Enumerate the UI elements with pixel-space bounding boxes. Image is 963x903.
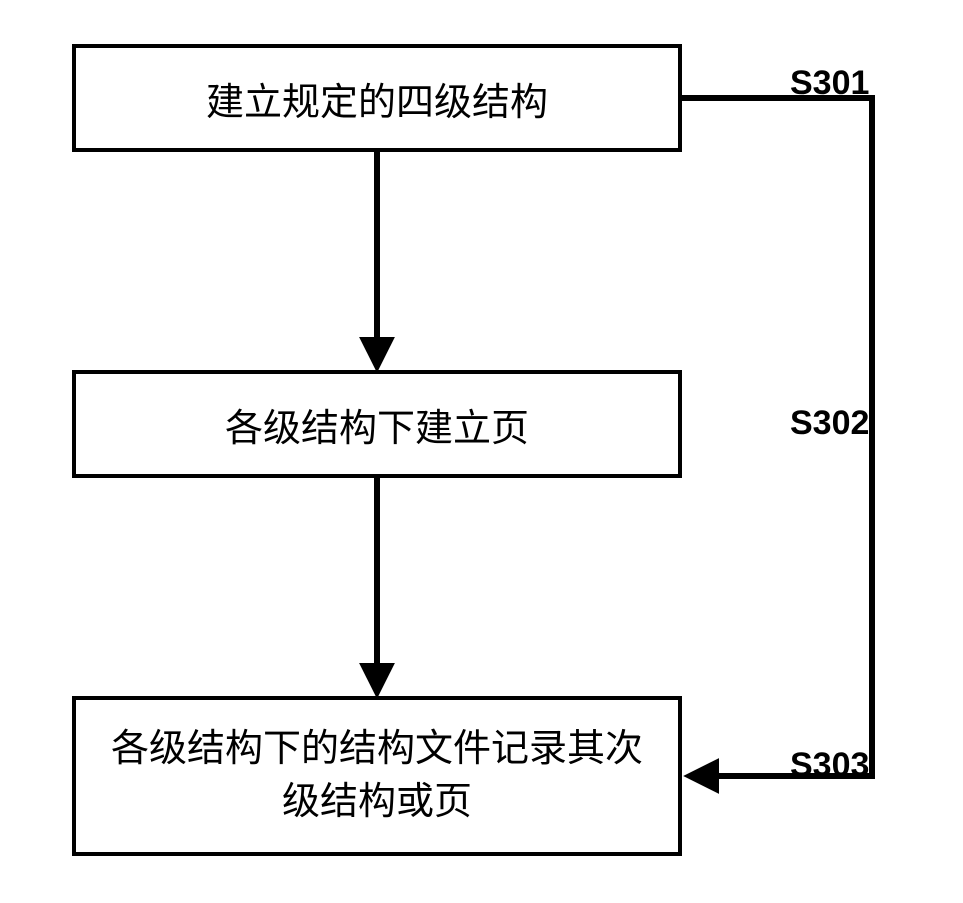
step-label-s301-text: S301	[790, 64, 869, 102]
step-label-s302-text: S302	[790, 404, 869, 442]
step-box-1-text: 建立规定的四级结构	[206, 71, 548, 126]
step-box-1: 建立规定的四级结构	[72, 44, 682, 152]
step-label-s303-text: S303	[790, 746, 869, 784]
step-label-s303: S303	[790, 746, 869, 785]
step-box-2: 各级结构下建立页	[72, 370, 682, 478]
step-label-s302: S302	[790, 404, 869, 443]
step-box-3: 各级结构下的结构文件记录其次级结构或页	[72, 696, 682, 856]
step-label-s301: S301	[790, 64, 869, 103]
flowchart-canvas: 建立规定的四级结构 各级结构下建立页 各级结构下的结构文件记录其次级结构或页 S…	[0, 0, 963, 903]
step-box-3-text: 各级结构下的结构文件记录其次级结构或页	[96, 723, 658, 829]
step-box-2-text: 各级结构下建立页	[225, 397, 529, 452]
